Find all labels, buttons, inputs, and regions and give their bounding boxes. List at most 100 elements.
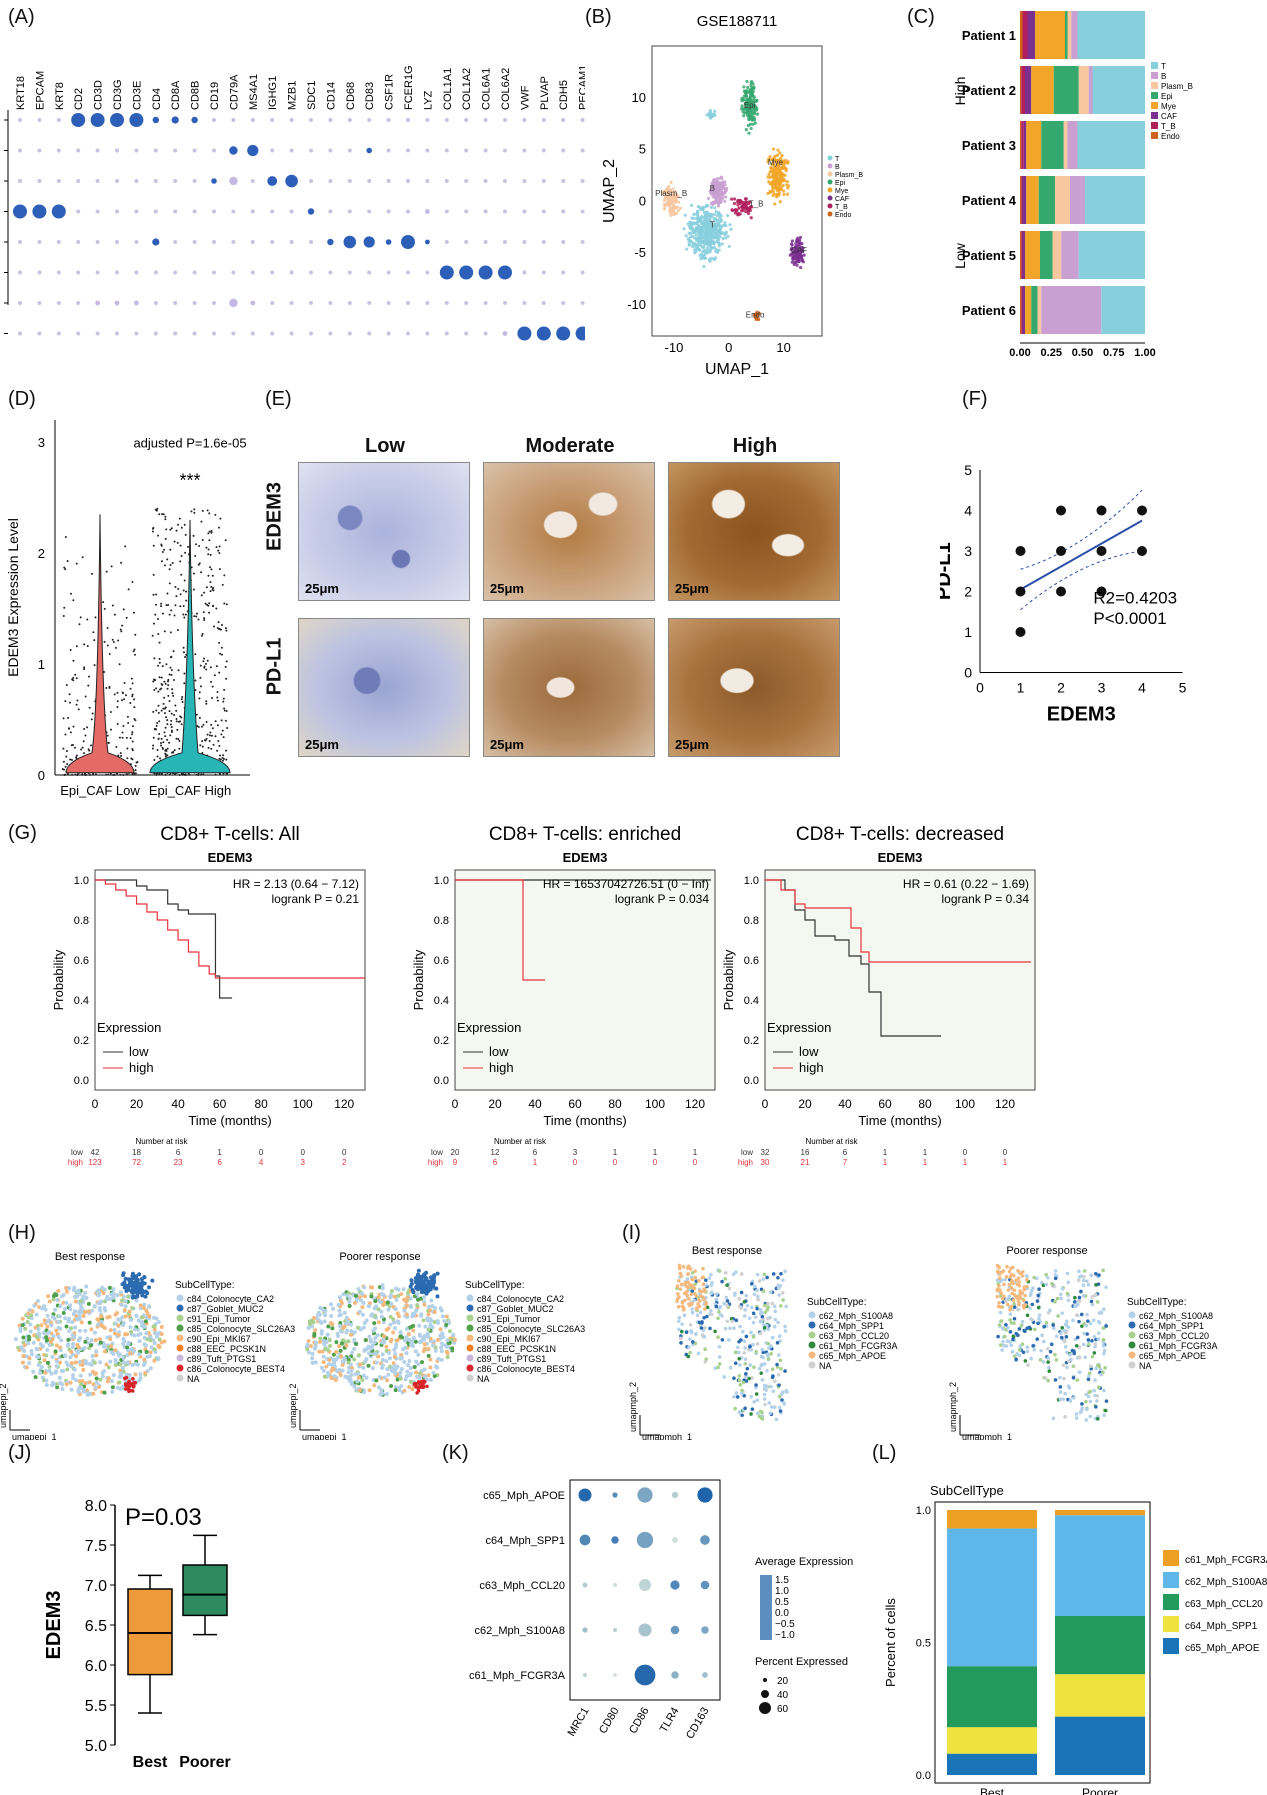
cell-point bbox=[406, 1363, 411, 1368]
legend-title: Expression bbox=[457, 1020, 521, 1035]
cell-point bbox=[1036, 1321, 1040, 1326]
cell-point bbox=[733, 1293, 737, 1297]
cell-point bbox=[677, 1327, 681, 1332]
cell-point bbox=[61, 1300, 66, 1305]
bg-dot bbox=[580, 179, 585, 183]
jitter-point bbox=[202, 611, 205, 614]
cell-point bbox=[693, 251, 697, 255]
gene-label: CD4 bbox=[151, 88, 163, 110]
cell-point bbox=[100, 1285, 105, 1290]
cell-point bbox=[1081, 1278, 1086, 1283]
cell-point bbox=[47, 1368, 52, 1373]
cell-point bbox=[76, 1345, 81, 1350]
bg-dot bbox=[464, 148, 469, 153]
jitter-point bbox=[75, 562, 78, 565]
cell-point bbox=[1104, 1399, 1109, 1403]
cell-point bbox=[105, 1379, 110, 1384]
bar-segment bbox=[1055, 176, 1070, 224]
cell-point bbox=[784, 1304, 788, 1309]
cell-point bbox=[71, 1376, 76, 1381]
jitter-point bbox=[204, 662, 207, 665]
cell-point bbox=[139, 1320, 144, 1325]
legend-label: low bbox=[489, 1044, 509, 1059]
cell-point bbox=[83, 1328, 88, 1333]
risk-count: 18 bbox=[132, 1148, 141, 1157]
cell-point bbox=[43, 1307, 48, 1312]
cell-point bbox=[42, 1358, 47, 1363]
jitter-point bbox=[154, 508, 157, 511]
cell-point bbox=[422, 1272, 427, 1277]
bg-dot bbox=[561, 240, 566, 244]
cell-point bbox=[326, 1362, 331, 1367]
cell-point bbox=[334, 1340, 339, 1345]
cell-point bbox=[422, 1302, 427, 1307]
cell-point bbox=[323, 1347, 328, 1352]
cell-point bbox=[740, 1413, 744, 1418]
y-tick: 0 bbox=[38, 768, 45, 783]
cell-point bbox=[89, 1327, 94, 1332]
cell-point bbox=[998, 1343, 1003, 1347]
cell-point bbox=[737, 1374, 742, 1378]
cell-point bbox=[732, 201, 737, 206]
cell-point bbox=[34, 1334, 39, 1339]
cell-point bbox=[129, 1346, 134, 1351]
jitter-point bbox=[67, 727, 70, 730]
cell-point bbox=[1003, 1334, 1007, 1339]
jitter-point bbox=[208, 734, 211, 737]
cell-point bbox=[1077, 1295, 1082, 1300]
cell-point bbox=[1060, 1311, 1065, 1315]
cell-point bbox=[1006, 1297, 1010, 1301]
cell-point bbox=[1020, 1319, 1025, 1324]
cell-point bbox=[330, 1322, 335, 1327]
cell-point bbox=[429, 1298, 434, 1303]
expr-dot bbox=[401, 235, 415, 249]
cell-point bbox=[79, 1305, 84, 1310]
cell-point bbox=[329, 1302, 334, 1307]
jitter-point bbox=[157, 737, 160, 740]
jitter-point bbox=[218, 568, 221, 571]
cell-point bbox=[84, 1284, 89, 1289]
data-point bbox=[1137, 505, 1147, 516]
cell-point bbox=[78, 1336, 83, 1341]
cell-point bbox=[733, 211, 738, 215]
x-tick: -10 bbox=[665, 340, 684, 355]
legend-label: c87_Goblet_MUC2 bbox=[477, 1304, 554, 1314]
cell-point bbox=[123, 1276, 128, 1281]
jitter-point bbox=[184, 656, 187, 659]
legend-label: c84_Colonocyte_CA2 bbox=[187, 1294, 274, 1304]
jitter-point bbox=[195, 615, 198, 618]
cell-point bbox=[728, 223, 732, 227]
jitter-point bbox=[123, 681, 126, 684]
bg-dot bbox=[115, 179, 119, 183]
cell-point bbox=[780, 1291, 785, 1295]
cell-point bbox=[102, 1349, 107, 1354]
cell-point bbox=[422, 1286, 427, 1291]
jitter-point bbox=[164, 537, 167, 540]
cell-point bbox=[147, 1285, 152, 1290]
jitter-point bbox=[218, 641, 221, 644]
bg-dot bbox=[192, 270, 197, 275]
cell-point bbox=[398, 1370, 403, 1375]
legend-dot bbox=[808, 1311, 816, 1319]
cell-point bbox=[426, 1347, 431, 1352]
y-tick: 1 bbox=[964, 624, 972, 640]
cell-point bbox=[100, 1370, 105, 1375]
cell-point bbox=[98, 1340, 103, 1345]
cell-point bbox=[737, 1339, 741, 1344]
cell-point bbox=[689, 1292, 694, 1297]
cell-point bbox=[744, 1372, 748, 1376]
cell-point bbox=[408, 1366, 413, 1371]
cell-point bbox=[151, 1324, 156, 1329]
cell-point bbox=[54, 1343, 59, 1348]
cell-point bbox=[69, 1387, 74, 1392]
jitter-point bbox=[170, 731, 173, 734]
jitter-point bbox=[113, 773, 116, 776]
jitter-point bbox=[209, 590, 212, 593]
cell-point bbox=[91, 1382, 96, 1387]
cell-point bbox=[306, 1350, 311, 1355]
jitter-point bbox=[164, 749, 167, 752]
jitter-point bbox=[169, 528, 172, 531]
cell-point bbox=[409, 1278, 414, 1283]
cell-point bbox=[439, 1349, 444, 1354]
jitter-point bbox=[163, 548, 166, 551]
